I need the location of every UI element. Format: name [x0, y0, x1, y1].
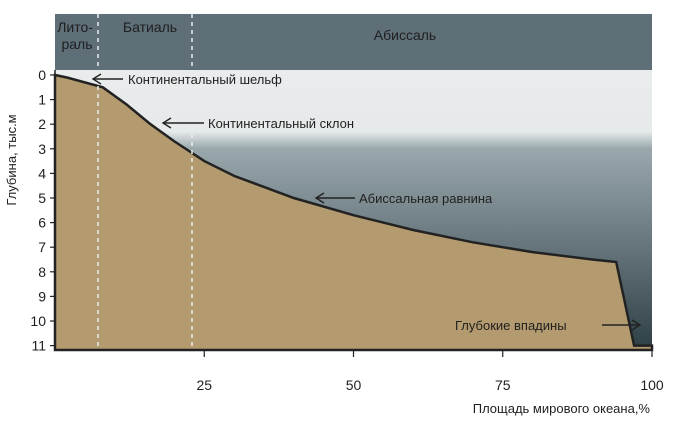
- y-tick-label: 10: [30, 313, 46, 329]
- zone-label-bathyal: Батиаль: [123, 19, 177, 35]
- y-tick-label: 4: [38, 165, 46, 181]
- annotation-label-plain: Абиссальная равнина: [359, 191, 493, 206]
- annotation-shelf: Континентальный шельф: [91, 72, 282, 87]
- arrow-head-icon: [631, 319, 642, 331]
- x-tick-label: 75: [495, 377, 511, 393]
- y-tick-label: 8: [38, 264, 46, 280]
- arrow-head-icon: [161, 117, 172, 129]
- annotation-label-slope: Континентальный склон: [208, 116, 354, 131]
- zone-label-littoral: Лито- раль: [57, 19, 97, 52]
- y-tick-label: 5: [38, 190, 46, 206]
- zone-label-abyssal: Абиссаль: [374, 27, 436, 43]
- arrow-head-icon: [91, 73, 102, 85]
- zone-header: [55, 14, 652, 70]
- y-tick-label: 7: [38, 239, 46, 255]
- annotation-trench: Глубокие впадины: [455, 318, 642, 333]
- y-tick-label: 3: [38, 141, 46, 157]
- y-tick-label: 2: [38, 116, 46, 132]
- x-tick-label: 25: [196, 377, 212, 393]
- y-tick-label: 11: [31, 338, 46, 354]
- y-tick-label: 9: [38, 288, 46, 304]
- annotation-slope: Континентальный склон: [161, 116, 354, 131]
- y-tick-label: 1: [38, 92, 46, 108]
- x-tick-label: 100: [640, 377, 664, 393]
- y-axis-ticks: 0 1 2 3 4 5 6 7 8 9 10 11: [30, 67, 55, 354]
- y-tick-label: 0: [38, 67, 46, 83]
- annotation-label-shelf: Континентальный шельф: [128, 72, 282, 87]
- annotation-label-trench: Глубокие впадины: [455, 318, 567, 333]
- arrow-head-icon: [314, 192, 325, 204]
- y-axis-title: Глубина, тыс.м: [4, 114, 19, 205]
- seafloor-profile: [53, 73, 654, 352]
- x-axis-title: Площадь мирового океана,%: [473, 401, 651, 416]
- x-tick-label: 50: [346, 377, 362, 393]
- x-axis-ticks: 25 50 75 100: [196, 350, 664, 393]
- annotation-plain: Абиссальная равнина: [314, 191, 493, 206]
- y-tick-label: 6: [38, 215, 46, 231]
